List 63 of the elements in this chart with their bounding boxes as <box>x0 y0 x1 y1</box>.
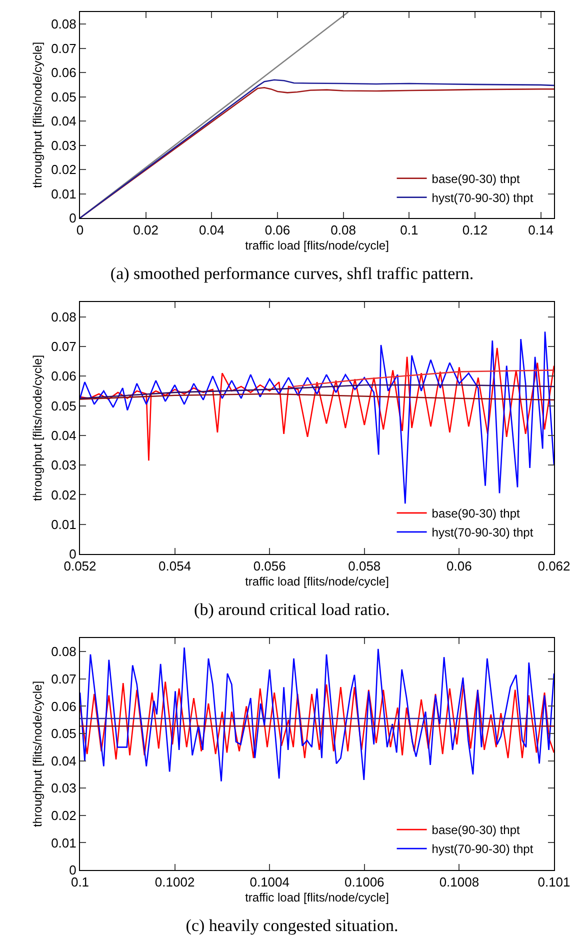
x-axis-title: traffic load [flits/node/cycle] <box>245 574 389 588</box>
legend-label: hyst(70-90-30) thpt <box>432 191 534 205</box>
x-tick-label: 0.04 <box>199 222 224 238</box>
line-series <box>80 646 554 782</box>
legend-label: base(90-30) thpt <box>432 172 520 186</box>
y-tick-label: 0.03 <box>51 458 76 473</box>
x-tick-label: 0.1006 <box>344 874 384 890</box>
y-tick-label: 0 <box>69 210 76 226</box>
x-axis-title: traffic load [flits/node/cycle] <box>245 890 389 904</box>
y-tick-label: 0.08 <box>51 16 76 32</box>
y-axis-title: throughput [flits/node/cycle] <box>30 42 44 188</box>
y-tick-label: 0.08 <box>51 644 76 660</box>
line-series <box>80 331 554 504</box>
y-tick-label: 0.01 <box>51 516 76 532</box>
y-tick-label: 0.05 <box>51 726 76 742</box>
text: (a) smoothed performance curves, shfl traffic pattern. <box>109 263 475 285</box>
x-tick-label: 0.056 <box>253 558 286 574</box>
line-series <box>80 347 554 462</box>
y-axis-title: throughput [flits/node/cycle] <box>30 680 44 828</box>
y-tick-label: 0.05 <box>51 89 76 104</box>
x-tick-label: 0.12 <box>462 222 488 238</box>
x-tick-label: 0.14 <box>528 222 554 238</box>
text: (b) around critical load ratio. <box>193 599 391 621</box>
y-tick-label: 0.04 <box>51 114 76 129</box>
x-axis-title: traffic load [flits/node/cycle] <box>245 238 389 252</box>
x-tick-label: 0.06 <box>264 222 290 238</box>
x-tick-label: 0.1008 <box>439 874 480 890</box>
y-tick-label: 0.02 <box>51 487 76 502</box>
y-tick-label: 0.03 <box>51 780 76 796</box>
y-tick-label: 0.06 <box>51 65 76 80</box>
y-tick-label: 0.03 <box>51 138 76 153</box>
line-series <box>80 384 554 399</box>
legend-label: base(90-30) thpt <box>432 506 520 521</box>
y-tick-label: 0.02 <box>51 162 76 178</box>
line-series <box>292 370 554 388</box>
x-tick-label: 0.054 <box>158 558 192 574</box>
text: (c) heavily congested situation. <box>184 915 400 937</box>
x-tick-label: 0.02 <box>133 222 158 238</box>
y-tick-label: 0.07 <box>51 339 76 354</box>
x-tick-label: 0.1004 <box>250 874 290 890</box>
y-tick-label: 0.04 <box>51 753 76 768</box>
y-tick-label: 0.07 <box>51 40 76 56</box>
y-tick-label: 0.06 <box>51 698 76 714</box>
legend-label: hyst(70-90-30) thpt <box>432 526 534 540</box>
y-tick-label: 0.02 <box>51 808 76 823</box>
y-tick-label: 0.06 <box>51 368 76 384</box>
y-tick-label: 0.07 <box>51 671 76 686</box>
line-series <box>80 681 554 760</box>
y-tick-label: 0.05 <box>51 398 76 414</box>
legend-label: hyst(70-90-30) thpt <box>432 842 534 856</box>
y-tick-label: 0.01 <box>51 835 76 850</box>
legend-label: base(90-30) thpt <box>432 823 520 838</box>
x-tick-label: 0.08 <box>330 222 356 238</box>
y-tick-label: 0.01 <box>51 186 76 202</box>
x-tick-label: 0.058 <box>348 558 381 574</box>
x-tick-label: 0.06 <box>446 558 472 574</box>
y-tick-label: 0.08 <box>51 309 76 324</box>
x-tick-label: 0.101 <box>538 874 570 890</box>
y-tick-label: 0.04 <box>51 428 76 443</box>
x-tick-label: 0.1 <box>400 222 418 238</box>
x-tick-label: 0.1002 <box>154 874 195 890</box>
x-tick-label: 0.062 <box>538 558 570 574</box>
y-axis-title: throughput [flits/node/cycle] <box>30 354 44 502</box>
